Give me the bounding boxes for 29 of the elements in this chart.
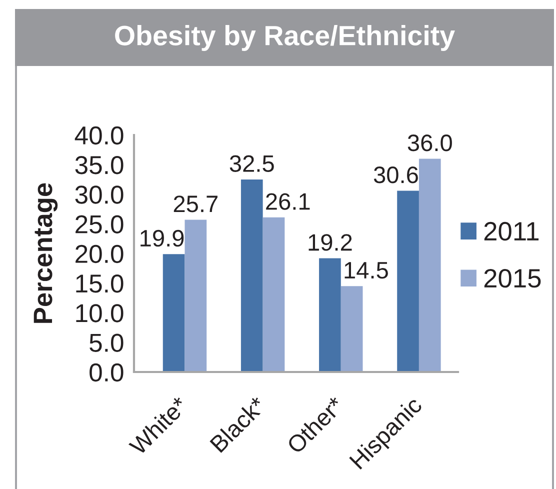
- chart-title: Obesity by Race/Ethnicity: [115, 25, 455, 51]
- y-tick-label: 10.0: [76, 304, 124, 322]
- data-label: 36.0: [408, 134, 452, 152]
- bar: [319, 258, 341, 372]
- bar: [262, 217, 285, 372]
- y-tick-label: 40.0: [74, 126, 124, 145]
- y-tick-label: 25.0: [76, 215, 124, 234]
- data-label: 30.6: [374, 166, 418, 184]
- data-label: 25.7: [174, 196, 218, 212]
- data-label: 32.5: [230, 155, 274, 172]
- data-label: 14.5: [344, 262, 388, 279]
- y-axis-title: Percentage: [34, 183, 58, 323]
- y-tick-label: 5.0: [90, 334, 124, 352]
- bar: [162, 254, 185, 372]
- data-label: 26.1: [266, 193, 310, 210]
- legend-label: 2015: [484, 268, 541, 288]
- bar: [397, 190, 419, 372]
- bar: [240, 179, 263, 372]
- bar: [340, 286, 363, 372]
- y-tick-label: 15.0: [76, 274, 124, 293]
- y-tick-label: 20.0: [76, 244, 124, 264]
- data-label: 19.2: [308, 234, 352, 251]
- y-tick-label: 0.0: [90, 363, 124, 382]
- y-tick-label: 35.0: [75, 156, 124, 174]
- data-label: 19.9: [140, 230, 184, 247]
- bar: [418, 158, 441, 372]
- bar: [184, 220, 207, 372]
- legend-label: 2011: [484, 222, 539, 241]
- y-tick-label: 30.0: [75, 186, 124, 204]
